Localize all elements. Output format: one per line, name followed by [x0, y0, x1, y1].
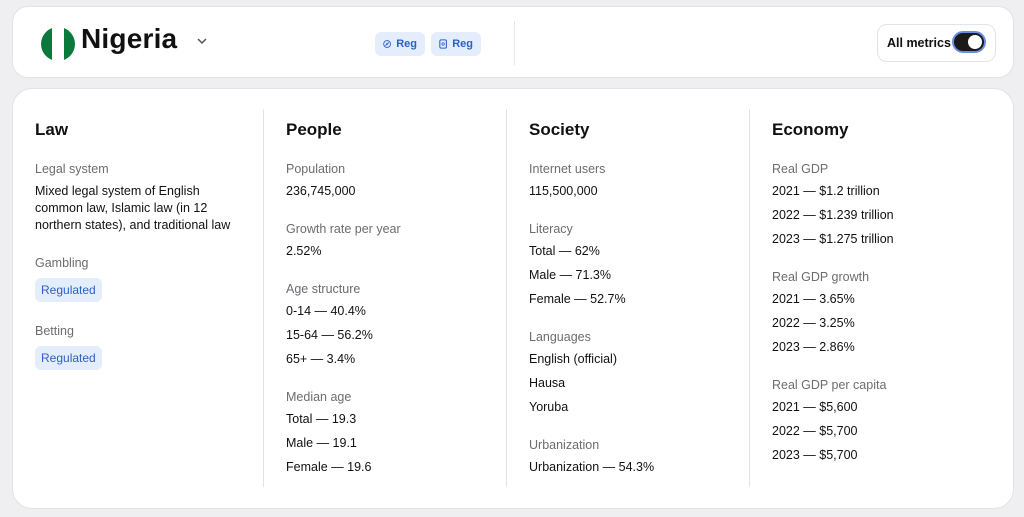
economy-column: Economy Real GDP 2021 — $1.2 trillion 20…: [749, 109, 989, 487]
list-item: 2023 — 2.86%: [772, 340, 855, 354]
reg-pill-label: Reg: [452, 38, 473, 50]
all-metrics-toggle-group[interactable]: All metrics: [877, 24, 996, 62]
list-item: Female — 52.7%: [529, 292, 626, 306]
column-title: Law: [35, 120, 69, 139]
column-title: Society: [529, 120, 590, 139]
list-item: 2021 — 3.65%: [772, 292, 855, 306]
list-item: 2022 — 3.25%: [772, 316, 855, 330]
section-label: Real GDP: [772, 162, 829, 176]
internet-value: 115,500,000: [529, 184, 598, 198]
list-item: Yoruba: [529, 400, 569, 414]
list-item: Total — 19.3: [286, 412, 357, 426]
chevron-down-icon[interactable]: [197, 37, 207, 45]
country-selector[interactable]: Nigeria: [81, 23, 178, 54]
list-item: Female — 19.6: [286, 460, 372, 474]
list-item: 2023 — $5,700: [772, 448, 858, 462]
people-column: People Population 236,745,000 Growth rat…: [263, 109, 506, 487]
section-label: Betting: [35, 324, 74, 338]
list-item: Hausa: [529, 376, 566, 390]
column-title: Economy: [772, 120, 849, 139]
gambling-badge: Regulated: [35, 278, 102, 302]
section-label: Population: [286, 162, 346, 176]
section-label: Real GDP growth: [772, 270, 870, 284]
country-header: Nigeria Reg Reg All metrics: [12, 6, 1014, 78]
section-label: Real GDP per capita: [772, 378, 887, 392]
column-title: People: [286, 120, 342, 139]
nigeria-flag-icon: [41, 27, 75, 61]
header-divider: [514, 21, 515, 65]
section-label: Literacy: [529, 222, 573, 236]
section-label: Median age: [286, 390, 352, 404]
section-label: Age structure: [286, 282, 361, 296]
card-icon: [439, 39, 447, 49]
compass-icon: [383, 40, 391, 48]
list-item: 15-64 — 56.2%: [286, 328, 373, 342]
section-label: Languages: [529, 330, 591, 344]
growth-value: 2.52%: [286, 244, 322, 258]
list-item: 2021 — $5,600: [772, 400, 858, 414]
list-item: Male — 19.1: [286, 436, 357, 450]
all-metrics-label: All metrics: [887, 36, 951, 50]
urbanization-value: Urbanization — 54.3%: [529, 460, 655, 474]
list-item: 2022 — $1.239 trillion: [772, 208, 894, 222]
reg-pill-card[interactable]: Reg: [431, 32, 481, 56]
list-item: English (official): [529, 352, 618, 366]
list-item: 2021 — $1.2 trillion: [772, 184, 880, 198]
list-item: Total — 62%: [529, 244, 600, 258]
toggle-knob: [968, 35, 982, 49]
reg-pill-compass[interactable]: Reg: [375, 32, 425, 56]
section-label: Internet users: [529, 162, 606, 176]
list-item: 0-14 — 40.4%: [286, 304, 366, 318]
section-label: Urbanization: [529, 438, 600, 452]
metrics-panel: Law Legal system Mixed legal system of E…: [12, 88, 1014, 509]
population-value: 236,745,000: [286, 184, 356, 198]
reg-pill-label: Reg: [396, 38, 417, 50]
list-item: 2023 — $1.275 trillion: [772, 232, 894, 246]
betting-badge: Regulated: [35, 346, 102, 370]
legal-system-value: Mixed legal system of English common law…: [35, 184, 231, 232]
law-column: Law Legal system Mixed legal system of E…: [13, 109, 256, 487]
all-metrics-toggle[interactable]: [952, 31, 986, 53]
society-column: Society Internet users 115,500,000 Liter…: [506, 109, 749, 487]
list-item: Male — 71.3%: [529, 268, 611, 282]
section-label: Growth rate per year: [286, 222, 401, 236]
section-label: Legal system: [35, 162, 109, 176]
list-item: 2022 — $5,700: [772, 424, 858, 438]
section-label: Gambling: [35, 256, 89, 270]
list-item: 65+ — 3.4%: [286, 352, 356, 366]
